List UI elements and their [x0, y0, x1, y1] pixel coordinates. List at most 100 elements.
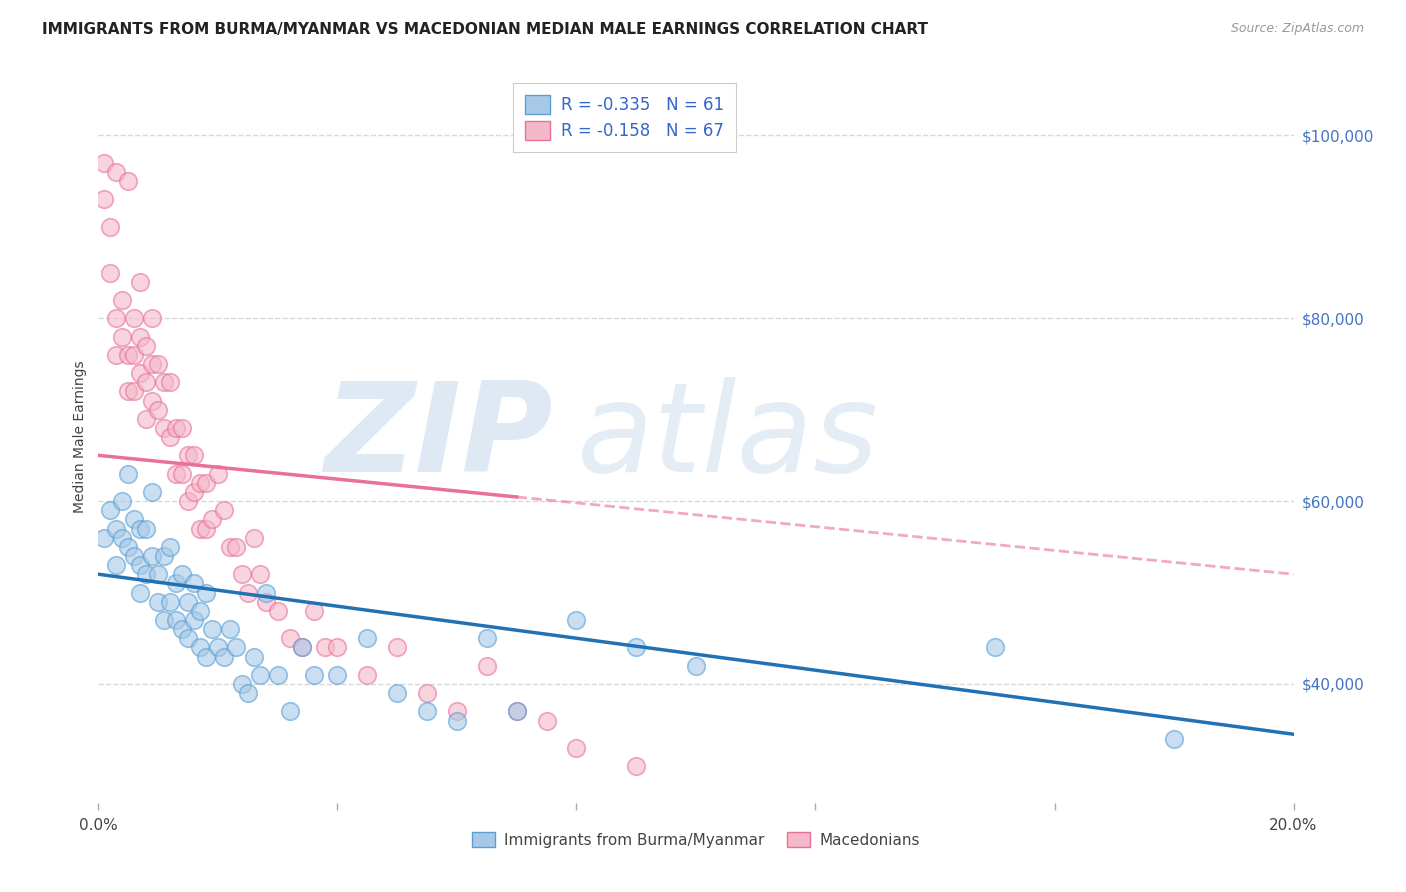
Point	[243, 531, 266, 545]
Point	[141, 485, 163, 500]
Point	[159, 375, 181, 389]
Point	[506, 705, 529, 719]
Point	[129, 275, 152, 289]
Point	[315, 640, 337, 655]
Point	[236, 585, 259, 599]
Point	[177, 448, 200, 462]
Point	[165, 421, 187, 435]
Point	[183, 448, 205, 462]
Point	[153, 549, 176, 563]
Text: atlas: atlas	[576, 376, 879, 498]
Point	[183, 613, 205, 627]
Point	[93, 192, 115, 206]
Point	[159, 540, 181, 554]
Point	[129, 366, 152, 380]
Point	[302, 604, 325, 618]
Point	[249, 567, 271, 582]
Point	[475, 632, 498, 646]
Point	[111, 531, 134, 545]
Point	[207, 467, 229, 481]
Point	[124, 348, 146, 362]
Point	[291, 640, 314, 655]
Point	[124, 512, 146, 526]
Point	[565, 740, 588, 755]
Point	[135, 338, 157, 352]
Point	[225, 640, 247, 655]
Point	[207, 640, 229, 655]
Point	[148, 357, 170, 371]
Point	[172, 421, 194, 435]
Point	[212, 649, 235, 664]
Point	[172, 622, 194, 636]
Point	[135, 412, 157, 426]
Point	[141, 357, 163, 371]
Point	[201, 512, 224, 526]
Point	[565, 613, 588, 627]
Point	[117, 540, 139, 554]
Point	[984, 640, 1007, 655]
Point	[278, 632, 301, 646]
Point	[177, 632, 200, 646]
Point	[124, 311, 146, 326]
Point	[117, 174, 139, 188]
Point	[124, 549, 146, 563]
Point	[105, 165, 128, 179]
Point	[98, 265, 122, 279]
Point	[536, 714, 558, 728]
Point	[254, 585, 277, 599]
Point	[267, 667, 290, 681]
Point	[141, 549, 163, 563]
Point	[172, 467, 194, 481]
Point	[626, 640, 648, 655]
Point	[188, 475, 211, 490]
Point	[117, 384, 139, 399]
Point	[105, 311, 128, 326]
Point	[105, 348, 128, 362]
Point	[111, 329, 134, 343]
Point	[153, 421, 176, 435]
Point	[93, 531, 115, 545]
Point	[291, 640, 314, 655]
Text: Source: ZipAtlas.com: Source: ZipAtlas.com	[1230, 22, 1364, 36]
Point	[243, 649, 266, 664]
Legend: Immigrants from Burma/Myanmar, Macedonians: Immigrants from Burma/Myanmar, Macedonia…	[465, 825, 927, 854]
Point	[117, 348, 139, 362]
Point	[195, 521, 218, 535]
Y-axis label: Median Male Earnings: Median Male Earnings	[73, 360, 87, 514]
Point	[201, 622, 224, 636]
Point	[148, 594, 170, 608]
Point	[219, 622, 242, 636]
Point	[177, 594, 200, 608]
Point	[111, 494, 134, 508]
Point	[141, 311, 163, 326]
Point	[236, 686, 259, 700]
Point	[148, 567, 170, 582]
Point	[111, 293, 134, 307]
Point	[141, 393, 163, 408]
Point	[278, 705, 301, 719]
Point	[153, 375, 176, 389]
Point	[506, 705, 529, 719]
Point	[254, 594, 277, 608]
Point	[117, 467, 139, 481]
Point	[129, 585, 152, 599]
Point	[129, 558, 152, 573]
Point	[124, 384, 146, 399]
Point	[626, 759, 648, 773]
Point	[231, 677, 253, 691]
Point	[93, 155, 115, 169]
Point	[135, 375, 157, 389]
Text: IMMIGRANTS FROM BURMA/MYANMAR VS MACEDONIAN MEDIAN MALE EARNINGS CORRELATION CHA: IMMIGRANTS FROM BURMA/MYANMAR VS MACEDON…	[42, 22, 928, 37]
Point	[172, 567, 194, 582]
Point	[195, 475, 218, 490]
Point	[195, 649, 218, 664]
Point	[148, 402, 170, 417]
Point	[1163, 731, 1185, 746]
Point	[165, 576, 187, 591]
Point	[326, 667, 349, 681]
Point	[165, 467, 187, 481]
Point	[416, 705, 439, 719]
Point	[165, 613, 187, 627]
Point	[129, 329, 152, 343]
Point	[188, 640, 211, 655]
